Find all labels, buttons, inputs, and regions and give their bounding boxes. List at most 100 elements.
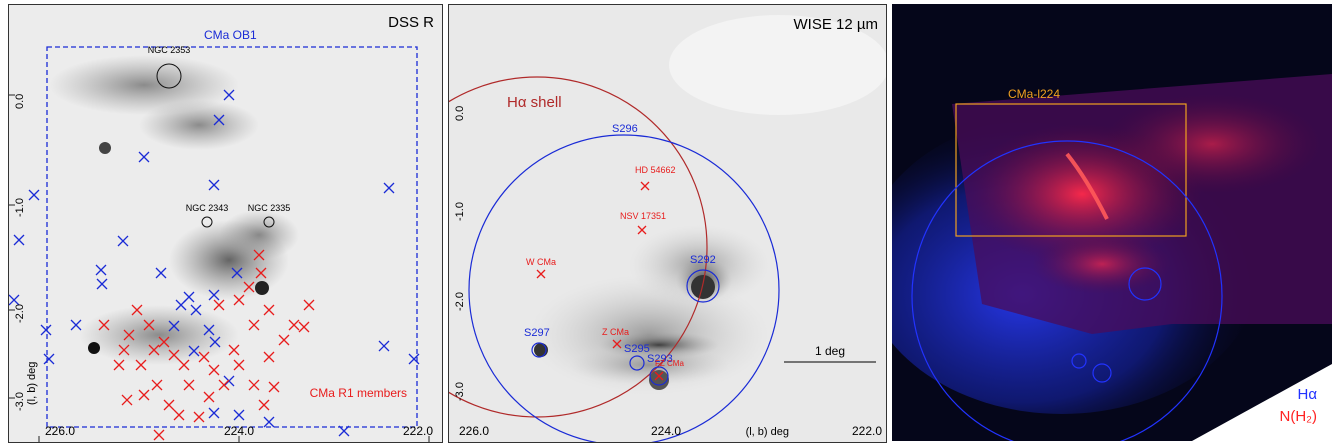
cross-marker [233,409,245,421]
cross-marker [9,294,20,306]
cross-marker [233,294,245,306]
cross-marker [383,182,395,194]
box-label: CMa-l224 [1008,87,1060,101]
x-tick-224: 224.0 [651,424,681,438]
members-label: CMa R1 members [310,386,407,400]
cross-marker [118,344,130,356]
axis-label: (l, b) deg [26,362,38,405]
y-tick-3: -3.0 [454,382,466,401]
cluster-label-ngc2343: NGC 2343 [186,203,229,213]
cross-marker [28,189,40,201]
cross-marker [248,379,260,391]
cross-marker [203,391,215,403]
cross-marker [158,336,170,348]
y-tick-1: -1.0 [14,198,26,217]
cross-marker [213,299,225,311]
cross-marker [223,375,235,387]
circle-label-s297: S297 [524,327,550,339]
cross-marker [190,304,202,316]
cross-marker [218,379,230,391]
x-tick-224: 224.0 [224,424,254,438]
cross-marker [70,319,82,331]
blue-cross-markers [9,89,420,437]
x-tick-226: 226.0 [45,424,75,438]
cross-marker [231,267,243,279]
star-label-wcma: W CMa [526,257,556,267]
cross-marker [268,381,280,393]
wise-image: 1 deg WISE 12 µm Hα shell S296 S292 S297… [449,5,886,442]
shell-label: Hα shell [507,94,562,111]
y-tick-3: -3.0 [14,392,26,411]
cross-marker [253,249,265,261]
cross-marker [168,349,180,361]
wise-panel: 1 deg WISE 12 µm Hα shell S296 S292 S297… [448,4,887,443]
circle-label-s293: S293 [647,353,673,365]
cross-marker [148,344,160,356]
cross-marker [208,289,220,301]
cross-marker [378,340,390,352]
y-tick-0: 0.0 [14,94,26,109]
cross-marker [168,320,180,332]
star-label-fzcma: FZ CMa [655,359,684,368]
cross-marker [43,353,55,365]
cross-marker [209,336,221,348]
cross-marker [203,324,215,336]
cross-marker [138,151,150,163]
cross-marker [113,359,125,371]
cross-marker [303,299,315,311]
cross-marker [248,319,260,331]
x-tick-222: 222.0 [403,424,433,438]
cross-marker [208,364,220,376]
cross-marker [98,319,110,331]
star-label-hd54662: HD 54662 [635,165,676,175]
cluster-label-ngc2335: NGC 2335 [248,203,291,213]
dss-r-panel: DSS R CMa OB1 NGC 2353 NGC 2343 NGC 2335… [8,4,443,443]
region-label: CMa OB1 [204,28,257,42]
cross-marker [163,399,175,411]
cross-marker [40,324,52,336]
cross-marker [178,359,190,371]
cross-marker [155,267,167,279]
cross-marker [96,278,108,290]
cross-marker [278,334,290,346]
cross-marker [263,416,275,428]
cross-marker [288,319,300,331]
cross-marker [143,319,155,331]
legend-halpha: Hα [1297,386,1317,403]
y-tick-2: -2.0 [14,304,26,323]
cross-marker [223,89,235,101]
star-label-nsv17351: NSV 17351 [620,211,666,221]
cross-marker [298,321,310,333]
cross-marker [263,304,275,316]
cross-marker [121,394,133,406]
x-tick-226: 226.0 [459,424,489,438]
cross-marker [123,329,135,341]
axis-label: (l, b) deg [746,426,789,438]
scale-label: 1 deg [815,344,845,358]
cross-marker [188,345,200,357]
cross-marker [117,235,129,247]
cross-marker [338,425,350,437]
cross-marker [173,409,185,421]
y-tick-1: -1.0 [454,202,466,221]
composite-panel: CMa-l224 Hα N(H₂) [892,4,1332,441]
cross-marker [258,399,270,411]
cross-marker [198,351,210,363]
dss-r-image: DSS R CMa OB1 NGC 2353 NGC 2343 NGC 2335… [9,14,434,442]
cross-marker [138,389,150,401]
cross-marker [408,353,420,365]
cluster-label-ngc2353: NGC 2353 [148,45,191,55]
star-markers [536,181,664,381]
y-tick-0: 0.0 [454,106,466,121]
cross-marker [151,379,163,391]
composite-image: CMa-l224 Hα N(H₂) [892,4,1332,441]
cross-marker [213,114,225,126]
cross-marker [183,291,195,303]
cross-marker [208,179,220,191]
circle-label-s292: S292 [690,254,716,266]
cross-marker [183,379,195,391]
y-tick-2: -2.0 [454,292,466,311]
cross-marker [233,359,245,371]
cross-marker [208,407,220,419]
cross-marker [135,359,147,371]
